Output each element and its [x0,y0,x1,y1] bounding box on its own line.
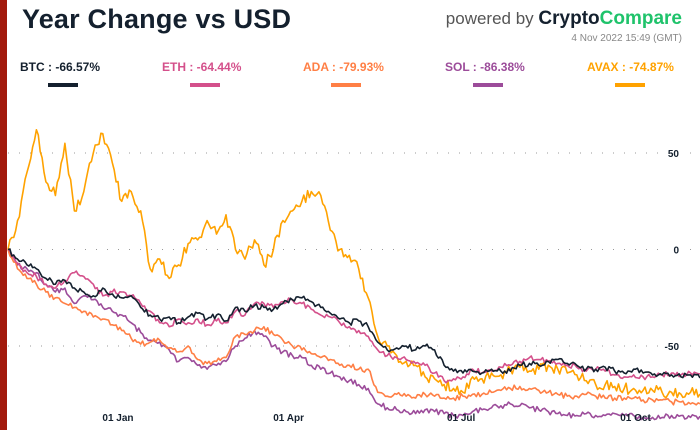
accent-bar [0,0,7,430]
series-line-avax[interactable] [7,129,700,399]
legend-swatch-btc [48,83,78,87]
legend-swatch-sol [473,83,503,87]
series-line-ada[interactable] [7,249,700,406]
legend-label-avax[interactable]: AVAX : -74.87% [587,60,674,74]
series-line-btc[interactable] [7,248,700,379]
powered-by-text: powered by [445,9,534,28]
brand-crypto: Crypto [538,8,600,29]
x-tick-label: 01 Jul [447,413,476,424]
grid [8,152,700,347]
legend-swatch-avax [615,83,645,87]
legend-swatch-eth [190,83,220,87]
y-tick-label: 50 [668,149,680,160]
legend-label-ada[interactable]: ADA : -79.93% [303,60,384,74]
series-line-eth[interactable] [7,248,700,384]
legend-swatch-ada [331,83,361,87]
legend-label-btc[interactable]: BTC : -66.57% [20,60,101,74]
series-line-sol[interactable] [7,249,700,421]
legend-label-sol[interactable]: SOL : -86.38% [445,60,525,74]
timestamp: 4 Nov 2022 15:49 (GMT) [571,33,682,44]
y-tick-label: 0 [673,246,679,257]
y-axis: 50 0 -50 [662,146,684,353]
page-title: Year Change vs USD [22,4,292,34]
x-tick-label: 01 Jan [102,413,133,424]
powered-by[interactable]: powered by CryptoCompare [446,8,682,30]
series-lines [7,129,700,421]
legend-label-eth[interactable]: ETH : -64.44% [162,60,242,74]
y-tick-label: -50 [665,342,680,353]
x-tick-label: 01 Oct [620,413,651,424]
x-tick-label: 01 Apr [273,413,304,424]
brand-compare: Compare [599,8,682,29]
